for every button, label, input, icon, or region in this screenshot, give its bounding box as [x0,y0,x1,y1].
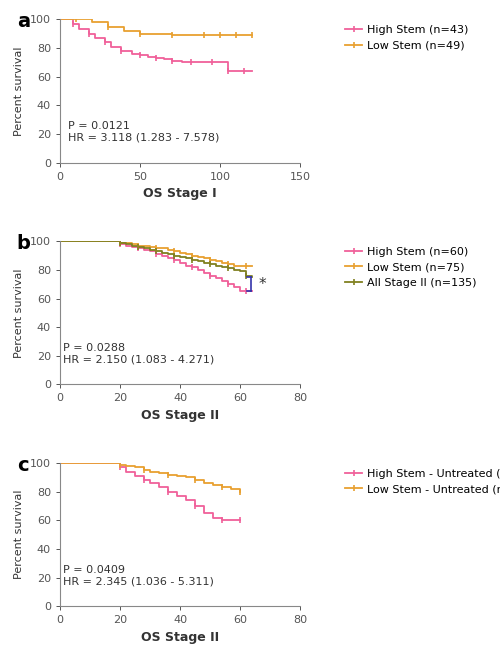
Text: b: b [16,234,30,253]
X-axis label: OS Stage II: OS Stage II [141,409,219,422]
Text: *: * [258,277,266,292]
Y-axis label: Percent survival: Percent survival [14,490,24,579]
X-axis label: OS Stage II: OS Stage II [141,631,219,644]
X-axis label: OS Stage I: OS Stage I [144,187,217,200]
Y-axis label: Percent survival: Percent survival [14,46,24,135]
Text: a: a [16,12,30,31]
Legend: High Stem (n=43), Low Stem (n=49): High Stem (n=43), Low Stem (n=49) [346,25,468,50]
Legend: High Stem (n=60), Low Stem (n=75), All Stage II (n=135): High Stem (n=60), Low Stem (n=75), All S… [346,247,476,288]
Legend: High Stem - Untreated (n=39), Low Stem - Untreated (n=54): High Stem - Untreated (n=39), Low Stem -… [346,469,500,494]
Text: P = 0.0288
HR = 2.150 (1.083 - 4.271): P = 0.0288 HR = 2.150 (1.083 - 4.271) [63,342,214,364]
Text: P = 0.0409
HR = 2.345 (1.036 - 5.311): P = 0.0409 HR = 2.345 (1.036 - 5.311) [63,564,214,586]
Text: c: c [16,456,28,475]
Text: P = 0.0121
HR = 3.118 (1.283 - 7.578): P = 0.0121 HR = 3.118 (1.283 - 7.578) [68,121,220,143]
Y-axis label: Percent survival: Percent survival [14,268,24,357]
